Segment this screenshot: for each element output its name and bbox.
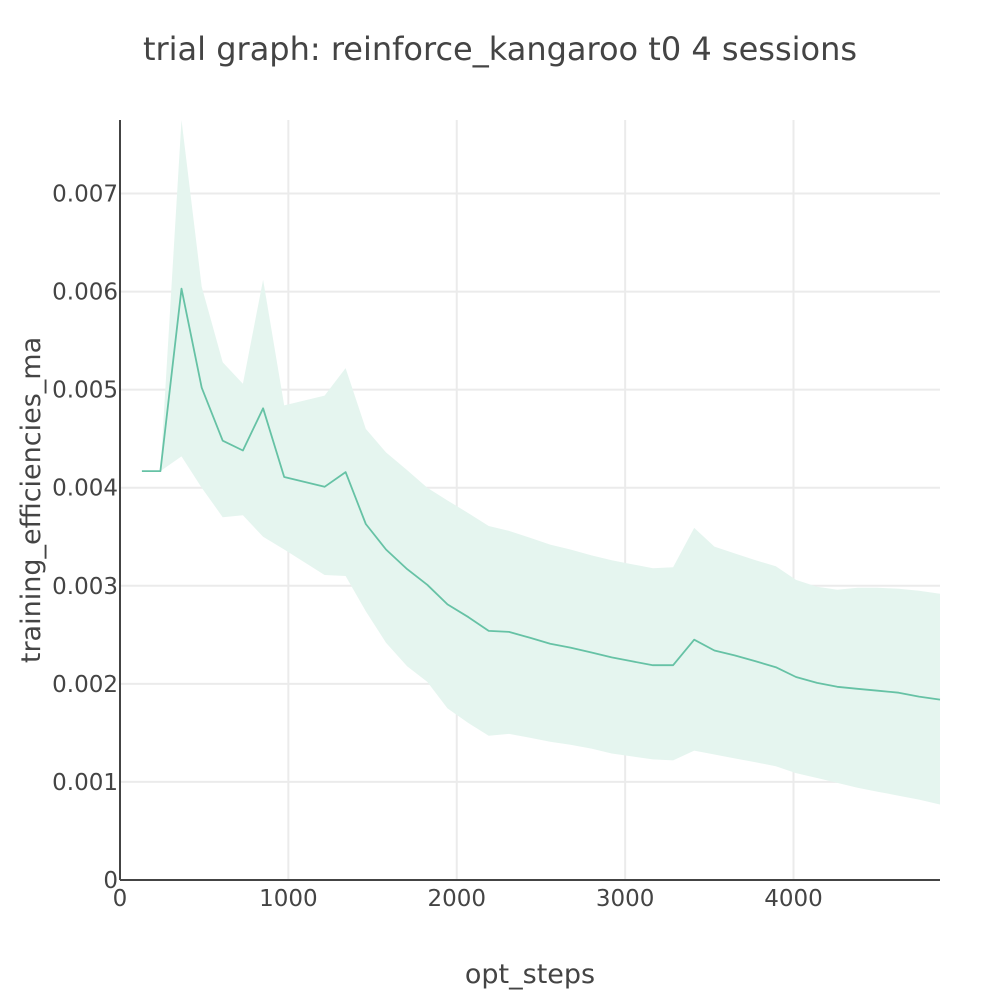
x-tick-label-0: 0 <box>113 886 128 912</box>
y-tick-label-3: 0.003 <box>52 574 118 600</box>
confidence-band <box>141 120 940 805</box>
x-tick-label-3: 3000 <box>596 886 655 912</box>
confidence-band-group <box>141 120 940 805</box>
series-line <box>141 287 941 701</box>
series-line-group <box>141 287 941 701</box>
x-tick-label-1: 1000 <box>259 886 318 912</box>
y-tick-label-0: 0 <box>103 868 118 894</box>
y-tick-label-6: 0.006 <box>52 280 118 306</box>
y-tick-label-1: 0.001 <box>52 770 118 796</box>
x-tick-label-2: 2000 <box>427 886 486 912</box>
chart-title: trial graph: reinforce_kangaroo t0 4 ses… <box>143 30 857 68</box>
y-tick-label-7: 0.007 <box>52 182 118 208</box>
y-tick-label-5: 0.005 <box>52 378 118 404</box>
y-axis-title: training_efficiencies_ma <box>16 337 47 663</box>
y-tick-label-4: 0.004 <box>52 476 118 502</box>
x-tick-label-4: 4000 <box>764 886 823 912</box>
axes <box>119 120 940 881</box>
x-axis-title: opt_steps <box>465 959 595 990</box>
y-tick-label-2: 0.002 <box>52 672 118 698</box>
tick-labels: 0 1000 2000 3000 4000 0 0.001 0.002 0.003 0.004 0.… <box>52 182 823 912</box>
